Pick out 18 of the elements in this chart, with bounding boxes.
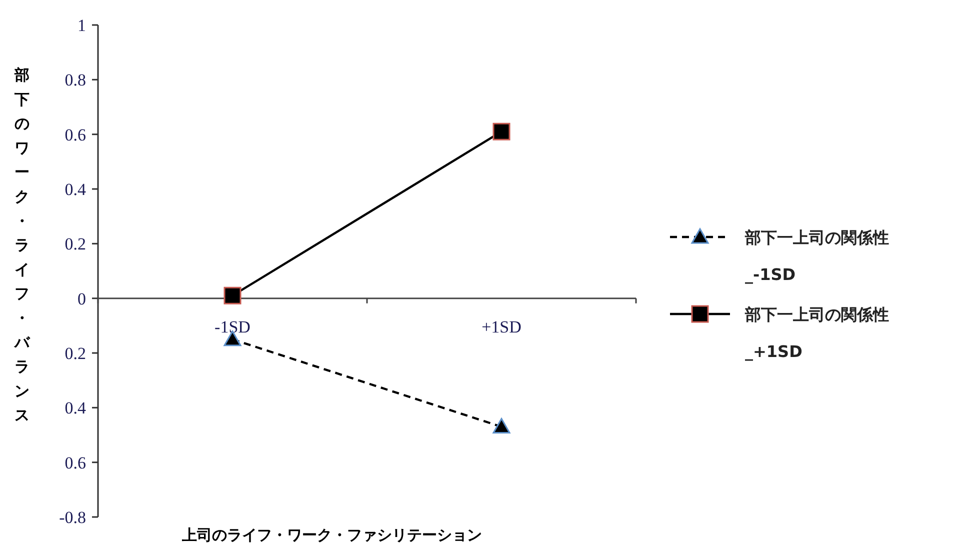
y-tick-label: 0.4 <box>64 398 86 418</box>
y-tick-label: 0.6 <box>64 125 86 144</box>
point <box>492 122 510 140</box>
legend-label: 部下一上司の関係性_+1SD <box>744 305 889 361</box>
x-tick-label: +1SD <box>482 317 522 336</box>
legend-label: 部下一上司の関係性_-1SD <box>744 228 889 284</box>
x-axis-title: 上司のライフ・ワーク・ファシリテーション <box>181 526 482 544</box>
y-tick-label: 0.4 <box>64 180 86 199</box>
x-tick-label: -1SD <box>214 317 250 336</box>
y-tick-label: 0.6 <box>64 453 86 472</box>
text: 部下のワーク・ライフ・バランス <box>14 66 30 424</box>
y-tick-label: -0.8 <box>59 508 86 527</box>
y-tick-label: 0.2 <box>64 234 86 254</box>
point <box>224 286 242 304</box>
y-tick-label: 1 <box>78 16 86 35</box>
y-tick-label: 0 <box>78 289 86 308</box>
y-tick-label: 0.8 <box>64 70 86 90</box>
y-tick-label: 0.2 <box>64 344 86 363</box>
